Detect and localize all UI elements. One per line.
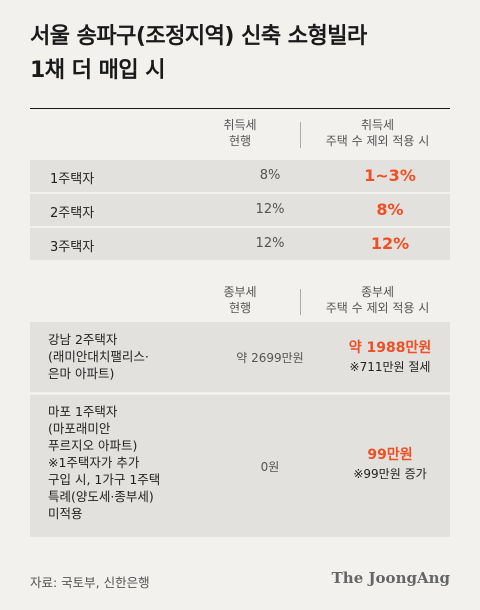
prop-row-2: 마포 1주택자 (마포래미안 푸르지오 아파트) ※1주택자가 추가 구입 시,…	[30, 395, 450, 537]
prop-row-label-line: 구입 시, 1가구 1주택	[48, 472, 161, 487]
prop-header-current: 종부세 현행	[210, 284, 270, 316]
prop-row-new-note: ※711만원 절세	[349, 360, 431, 374]
prop-header-new-line1: 종부세	[360, 285, 395, 299]
prop-header-divider	[300, 289, 301, 315]
acq-header-current-line2: 현행	[228, 134, 252, 148]
prop-row-label-line: ※1주택자가 추가	[48, 455, 140, 470]
acq-row-new: 1~3%	[364, 166, 416, 185]
prop-row-current: 약 2699만원	[236, 351, 304, 365]
acq-row-label: 1주택자	[50, 172, 95, 187]
acq-row-current: 12%	[255, 236, 285, 251]
acq-row-current: 8%	[259, 168, 281, 183]
title-line-2: 1채 더 매입 시	[30, 58, 166, 83]
prop-row-label-line: 푸르지오 아파트)	[48, 438, 138, 453]
prop-row-label-line: 특례(양도세·종부세)	[48, 489, 154, 504]
acq-header-new-line2: 주택 수 제외 적용 시	[325, 134, 430, 148]
title-line-1: 서울 송파구(조정지역) 신축 소형빌라	[30, 24, 367, 49]
prop-header-new: 종부세 주택 수 제외 적용 시	[305, 284, 450, 316]
page-title: 서울 송파구(조정지역) 신축 소형빌라 1채 더 매입 시	[30, 20, 460, 88]
prop-row-new: 약 1988만원 ※711만원 절세	[330, 338, 450, 376]
prop-row-label: 마포 1주택자 (마포래미안 푸르지오 아파트) ※1주택자가 추가 구입 시,…	[48, 403, 160, 522]
acq-row-label: 3주택자	[50, 240, 95, 255]
prop-row-new-value: 약 1988만원	[348, 340, 432, 356]
acq-header-divider	[300, 122, 301, 148]
prop-row-label: 강남 2주택자 (래미안대치팰리스· 은마 아파트)	[48, 331, 149, 382]
prop-header-current-line2: 현행	[228, 301, 252, 315]
acq-row-label: 2주택자	[50, 206, 95, 221]
prop-row-label-line: (마포래미안	[48, 421, 111, 436]
prop-header-current-line1: 종부세	[223, 285, 257, 299]
prop-row-label-line: 강남 2주택자	[48, 332, 118, 347]
prop-row-1: 강남 2주택자 (래미안대치팰리스· 은마 아파트) 약 2699만원 약 19…	[30, 322, 450, 392]
brand-logo: The JoongAng	[331, 569, 450, 587]
acq-row-3: 3주택자 12% 12%	[30, 228, 450, 260]
acq-row-1: 1주택자 8% 1~3%	[30, 160, 450, 192]
prop-row-label-line: 미적용	[48, 506, 83, 521]
prop-row-label-line: 마포 1주택자	[48, 404, 118, 419]
acq-row-current: 12%	[255, 202, 285, 217]
acq-header-current: 취득세 현행	[210, 117, 270, 149]
prop-row-current: 0원	[260, 460, 280, 474]
title-divider	[30, 108, 450, 109]
prop-row-label-line: (래미안대치팰리스·	[48, 349, 149, 364]
prop-row-new: 99만원 ※99만원 증가	[330, 445, 450, 483]
acq-row-2: 2주택자 12% 8%	[30, 194, 450, 226]
prop-row-new-note: ※99만원 증가	[353, 467, 427, 481]
prop-row-label-line: 은마 아파트)	[48, 366, 115, 381]
acq-header-new: 취득세 주택 수 제외 적용 시	[305, 117, 450, 149]
acq-header-current-line1: 취득세	[223, 118, 257, 132]
acq-row-new: 12%	[370, 234, 410, 253]
acq-header-new-line1: 취득세	[360, 118, 395, 132]
acq-row-new: 8%	[376, 200, 404, 219]
prop-header-new-line2: 주택 수 제외 적용 시	[325, 301, 430, 315]
source-text: 자료: 국토부, 신한은행	[30, 575, 150, 590]
prop-row-new-value: 99만원	[367, 447, 413, 463]
